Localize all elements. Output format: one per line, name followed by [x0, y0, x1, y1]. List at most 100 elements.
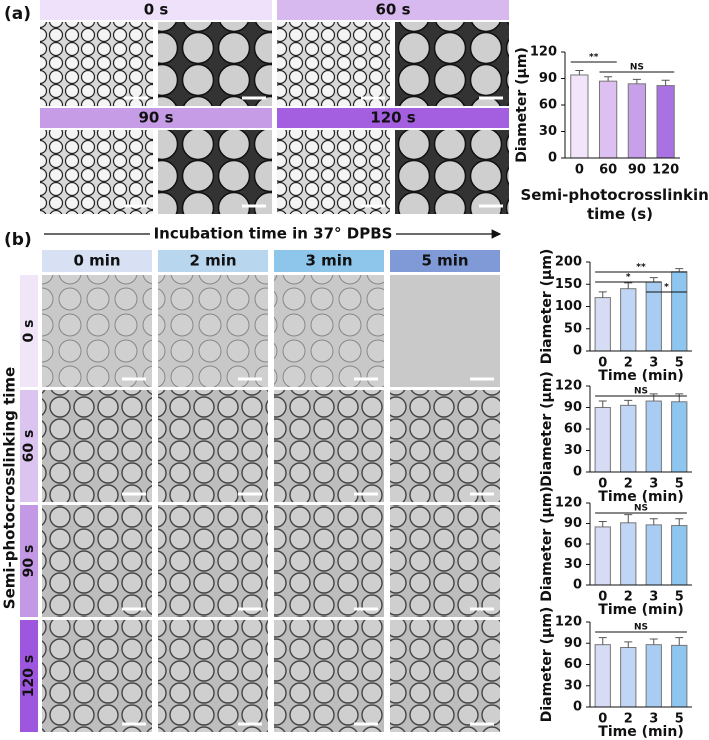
x-tick-label: 5	[675, 590, 684, 605]
x-tick-label: 60	[599, 163, 617, 178]
error-bar	[598, 637, 607, 645]
row-label: 60 s	[21, 430, 37, 463]
micrograph	[395, 22, 509, 106]
error-bar	[661, 79, 670, 86]
row-label: 90 s	[21, 545, 37, 578]
bar	[645, 644, 662, 708]
row-header	[20, 505, 38, 617]
error-bar	[624, 282, 633, 289]
x-tick-label: 3	[649, 590, 658, 605]
x-tick-label: 5	[675, 356, 684, 371]
significance-label: NS	[634, 504, 648, 514]
x-tick-label: 120	[652, 163, 679, 178]
micrograph	[158, 130, 272, 214]
bar	[599, 80, 618, 159]
y-tick-label: 60	[539, 98, 557, 113]
x-axis-label: Time (min)	[598, 602, 684, 618]
x-tick-label: 2	[624, 356, 633, 371]
micrograph	[390, 275, 500, 387]
header-label: 60 s	[375, 1, 410, 19]
error-bar	[598, 400, 607, 408]
micrograph	[390, 505, 500, 617]
header-label: 0 s	[144, 1, 169, 19]
significance-label: *	[664, 283, 669, 293]
significance-label: **	[636, 263, 646, 273]
micrograph	[390, 620, 500, 732]
error-bar	[649, 393, 658, 402]
micrograph	[277, 22, 390, 106]
arrow-title: Incubation time in 37° DPBS	[154, 225, 393, 243]
y-tick-label: 0	[548, 151, 557, 166]
micrograph	[158, 22, 272, 106]
x-tick-label: 2	[624, 590, 633, 605]
bar	[671, 644, 688, 708]
bar	[570, 74, 589, 159]
header-bar	[40, 108, 272, 128]
error-bar	[624, 399, 633, 406]
y-tick-label: 90	[539, 71, 557, 86]
x-tick-label: 3	[649, 477, 658, 492]
error-bar	[604, 76, 613, 82]
column-label: 2 min	[189, 252, 236, 270]
x-tick-label: 90	[628, 163, 646, 178]
bar	[594, 297, 611, 352]
row-header	[20, 620, 38, 732]
bar	[645, 524, 662, 586]
error-bar	[624, 641, 633, 648]
x-tick-label: 0	[598, 356, 607, 371]
y-tick-label: 0	[573, 344, 582, 359]
y-tick-label: 0	[573, 700, 582, 715]
x-axis-label: Time (min)	[598, 724, 684, 740]
column-label: 0 min	[73, 252, 120, 270]
micrograph	[40, 22, 153, 106]
x-tick-label: 5	[675, 712, 684, 727]
y-tick-label: 120	[555, 379, 582, 394]
x-tick-label: 2	[624, 477, 633, 492]
error-bar	[575, 70, 584, 75]
micrograph	[40, 130, 153, 214]
error-bar	[632, 78, 641, 84]
panel-label: (a)	[4, 4, 31, 24]
y-tick-label: 30	[564, 557, 582, 572]
header-label: 90 s	[138, 109, 173, 127]
y-tick-label: 120	[530, 45, 557, 60]
y-tick-label: 0	[573, 578, 582, 593]
bar	[656, 85, 675, 159]
x-axis-label: Time (min)	[598, 368, 684, 384]
error-bar	[649, 518, 658, 525]
micrograph	[158, 275, 268, 387]
bar	[627, 83, 646, 159]
bar	[671, 401, 688, 473]
row-axis-title: Semi-photocrosslinking time	[1, 367, 19, 609]
micrograph	[42, 275, 152, 387]
x-tick-label: 3	[649, 712, 658, 727]
header-label: 120 s	[370, 109, 416, 127]
column-header	[42, 250, 152, 272]
micrograph	[277, 130, 390, 214]
x-tick-label: 0	[575, 163, 584, 178]
y-tick-label: 120	[555, 615, 582, 630]
significance-label: NS	[630, 63, 644, 73]
error-bar	[675, 393, 684, 402]
y-tick-label: 100	[555, 299, 582, 314]
x-tick-label: 0	[598, 712, 607, 727]
y-axis-label: Diameter (µm)	[539, 371, 555, 487]
column-label: 5 min	[421, 252, 468, 270]
y-tick-label: 90	[564, 516, 582, 531]
row-header	[20, 275, 38, 387]
y-tick-label: 60	[564, 422, 582, 437]
y-axis-label: Diameter (µm)	[539, 249, 555, 365]
y-tick-label: 150	[555, 277, 582, 292]
row-label: 0 s	[21, 320, 37, 343]
y-tick-label: 0	[573, 465, 582, 480]
bar	[671, 525, 688, 586]
header-bar	[277, 108, 509, 128]
x-axis-label: Semi-photocrosslinking time (s)	[520, 186, 709, 223]
micrograph	[390, 390, 500, 502]
micrograph	[158, 390, 268, 502]
significance-label: NS	[634, 623, 648, 633]
y-tick-label: 50	[564, 321, 582, 336]
micrograph	[42, 620, 152, 732]
y-tick-label: 120	[555, 496, 582, 511]
